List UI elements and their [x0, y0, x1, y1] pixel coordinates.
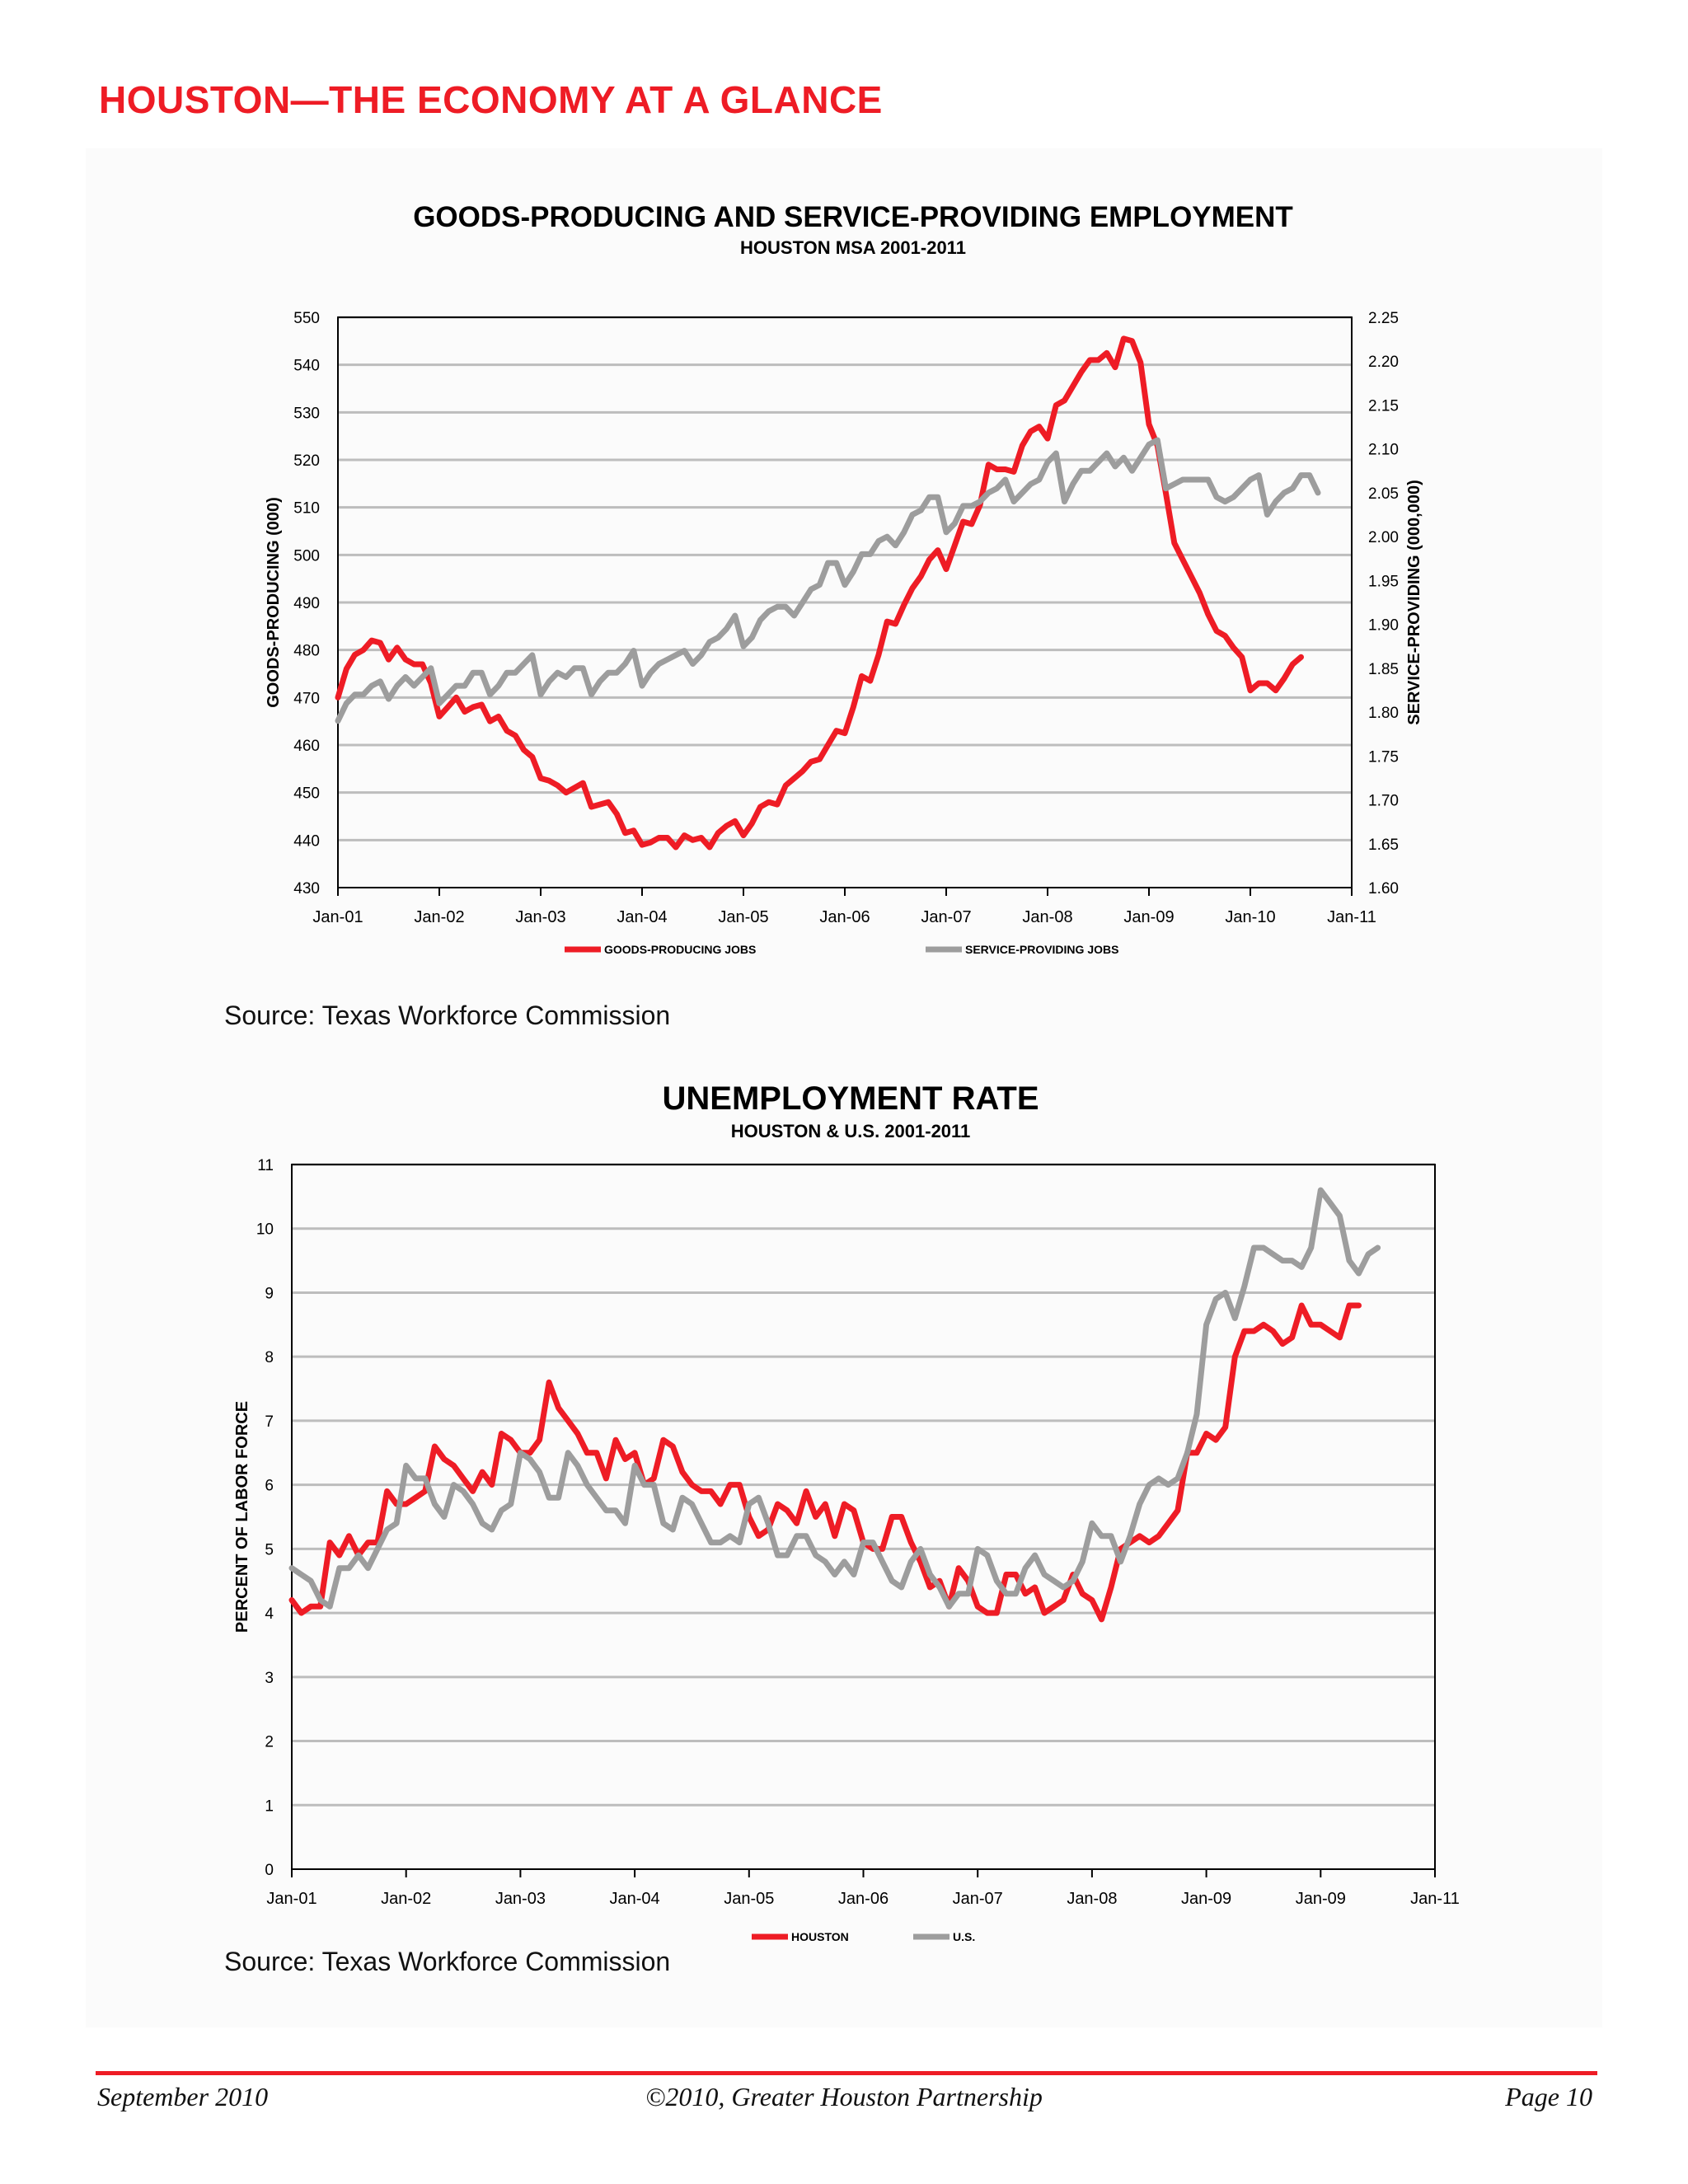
y-axis-label: PERCENT OF LABOR FORCE — [233, 1401, 251, 1633]
y2-tick-label: 1.85 — [1368, 661, 1399, 678]
x-tick-label: Jan-03 — [495, 1890, 546, 1908]
y-tick-label: 5 — [265, 1541, 274, 1558]
y2-tick-label: 1.80 — [1368, 705, 1399, 722]
chart-title: UNEMPLOYMENT RATE — [662, 1080, 1039, 1117]
series-line-houston — [288, 1302, 1362, 1623]
x-tick-label: Jan-01 — [266, 1890, 316, 1908]
y-tick-label: 6 — [265, 1478, 274, 1495]
y-tick-label: 3 — [265, 1670, 274, 1687]
y2-tick-label: 1.60 — [1368, 880, 1399, 898]
y2-tick-label: 1.95 — [1368, 573, 1399, 590]
x-tick-label: Jan-01 — [312, 908, 363, 926]
x-tick-label: Jan-03 — [515, 908, 565, 926]
plot-frame — [291, 1164, 1436, 1870]
chart-subtitle: HOUSTON & U.S. 2001-2011 — [731, 1121, 971, 1141]
footer-page-number: Page 10 — [1505, 2082, 1592, 2111]
employment-source-note: Source: Texas Workforce Commission — [224, 1001, 671, 1030]
y2-tick-label: 1.65 — [1368, 837, 1399, 854]
x-tick-label: Jan-06 — [819, 908, 870, 926]
y2-tick-label: 2.20 — [1368, 354, 1399, 371]
x-tick-label: Jan-02 — [414, 908, 464, 926]
chart-subtitle: HOUSTON MSA 2001-2011 — [740, 237, 966, 258]
y-tick-label: 480 — [293, 643, 320, 660]
y2-axis-label: SERVICE-PROVIDING (000,000) — [1405, 480, 1423, 725]
y-tick-label: 7 — [265, 1413, 274, 1431]
series-line-u-s — [288, 1187, 1381, 1610]
y2-tick-label: 1.75 — [1368, 748, 1399, 766]
y-tick-label: 540 — [293, 358, 320, 375]
x-tick-label: Jan-08 — [1022, 908, 1072, 926]
x-tick-label: Jan-05 — [724, 1890, 774, 1908]
unemployment-chart: UNEMPLOYMENT RATE HOUSTON & U.S. 2001-201… — [233, 1080, 1460, 1943]
x-tick-label: Jan-04 — [617, 908, 667, 926]
x-tick-label: Jan-09 — [1296, 1890, 1346, 1908]
y2-tick-label: 1.90 — [1368, 617, 1399, 635]
employment-chart: GOODS-PRODUCING AND SERVICE-PROVIDING EM… — [265, 201, 1423, 956]
x-tick-label: Jan-05 — [718, 908, 768, 926]
y2-tick-label: 2.15 — [1368, 397, 1399, 415]
series-line-service-providing-jobs — [335, 437, 1321, 724]
x-tick-label: Jan-11 — [1410, 1890, 1460, 1908]
y-tick-label: 530 — [293, 405, 320, 422]
y-tick-label: 550 — [293, 310, 320, 327]
chart-title: GOODS-PRODUCING AND SERVICE-PROVIDING EM… — [413, 201, 1293, 233]
y-tick-label: 430 — [293, 880, 320, 898]
x-tick-label: Jan-09 — [1181, 1890, 1231, 1908]
x-tick-label: Jan-07 — [953, 1890, 1003, 1908]
y-tick-label: 10 — [256, 1221, 274, 1239]
y-tick-label: 470 — [293, 690, 320, 707]
y-tick-label: 500 — [293, 547, 320, 565]
y-tick-label: 11 — [257, 1157, 274, 1174]
y2-tick-label: 1.70 — [1368, 793, 1399, 810]
legend-label-houston: HOUSTON — [791, 1930, 849, 1943]
y-axis-label: GOODS-PRODUCING (000) — [265, 497, 283, 708]
y-tick-label: 440 — [293, 832, 320, 850]
y-tick-label: 490 — [293, 595, 320, 612]
x-tick-label: Jan-02 — [381, 1890, 431, 1908]
y-tick-label: 1 — [265, 1797, 274, 1815]
y2-tick-label: 2.10 — [1368, 442, 1399, 459]
legend-label-goods-producing-jobs: GOODS-PRODUCING JOBS — [604, 943, 756, 956]
page-heading: HOUSTON—THE ECONOMY AT A GLANCE — [99, 78, 883, 121]
x-tick-label: Jan-08 — [1067, 1890, 1117, 1908]
y-tick-label: 4 — [265, 1605, 274, 1623]
x-tick-label: Jan-11 — [1327, 908, 1376, 926]
y2-tick-label: 2.05 — [1368, 485, 1399, 503]
y-tick-label: 450 — [293, 785, 320, 803]
y-tick-label: 9 — [265, 1285, 274, 1302]
x-tick-label: Jan-10 — [1225, 908, 1275, 926]
y2-tick-label: 2.25 — [1368, 310, 1399, 327]
x-tick-label: Jan-09 — [1123, 908, 1174, 926]
footer-rule — [96, 2071, 1597, 2075]
x-tick-label: Jan-07 — [921, 908, 971, 926]
y-tick-label: 8 — [265, 1349, 274, 1366]
unemployment-source-note: Source: Texas Workforce Commission — [224, 1947, 671, 1976]
legend-label-u-s: U.S. — [953, 1930, 975, 1943]
y-tick-label: 510 — [293, 500, 320, 518]
legend-label-service-providing-jobs: SERVICE-PROVIDING JOBS — [965, 943, 1118, 956]
y-tick-label: 460 — [293, 738, 320, 755]
series-line-goods-producing-jobs — [335, 335, 1304, 851]
footer-copyright: ©2010, Greater Houston Partnership — [645, 2082, 1043, 2111]
y-tick-label: 0 — [265, 1862, 274, 1879]
y2-tick-label: 2.00 — [1368, 529, 1399, 546]
x-tick-label: Jan-06 — [838, 1890, 889, 1908]
y-tick-label: 520 — [293, 452, 320, 470]
footer-date: September 2010 — [97, 2082, 269, 2111]
y-tick-label: 2 — [265, 1734, 274, 1751]
x-tick-label: Jan-04 — [610, 1890, 660, 1908]
